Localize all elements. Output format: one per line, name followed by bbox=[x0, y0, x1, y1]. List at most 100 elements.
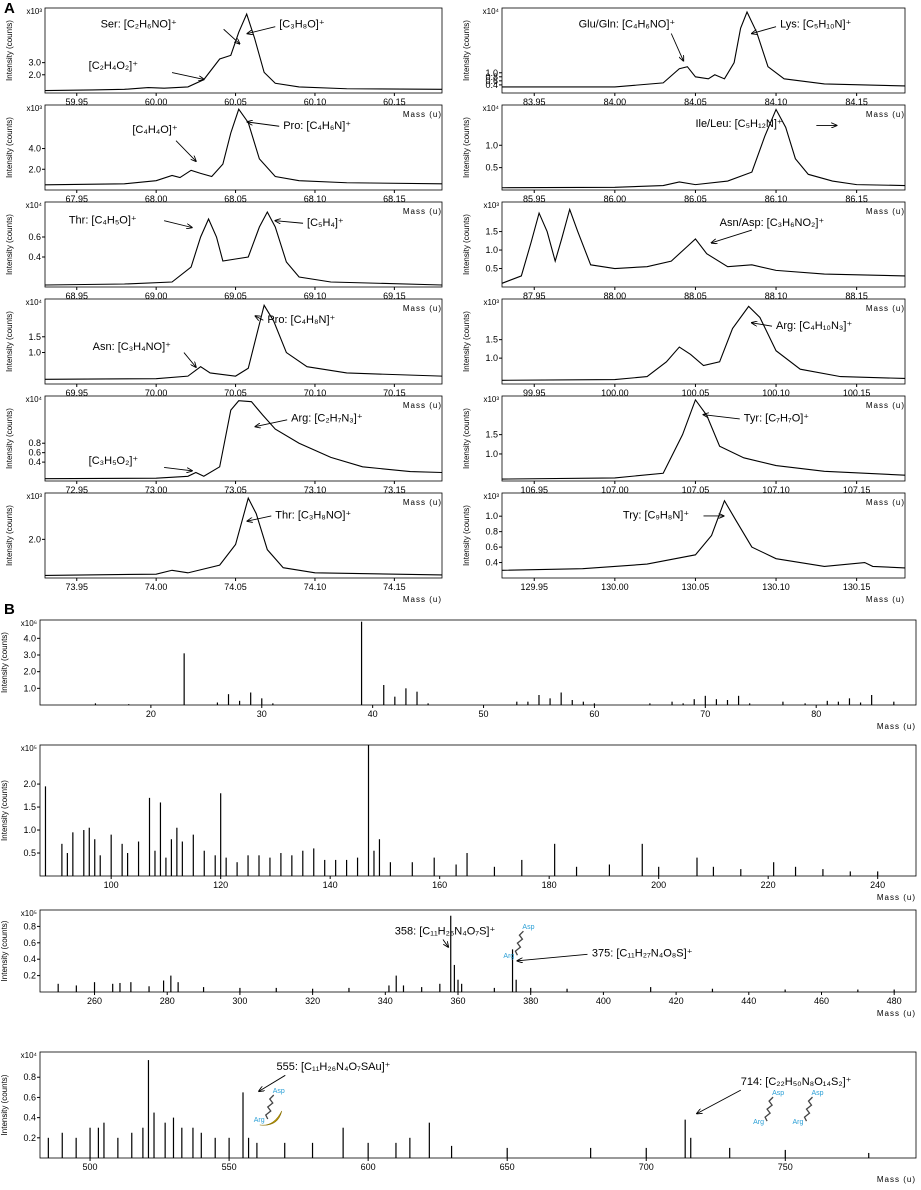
y-tick-label: 0.6 bbox=[28, 232, 41, 242]
x-tick-label: 400 bbox=[596, 996, 611, 1006]
x-tick-label: 68.00 bbox=[145, 194, 168, 204]
plot-frame bbox=[44, 395, 443, 482]
x-tick-label: 240 bbox=[870, 880, 885, 890]
x-tick-label: 87.95 bbox=[523, 291, 546, 301]
x-tick-label: 129.95 bbox=[520, 582, 548, 592]
y-tick-label: 0.2 bbox=[23, 1133, 36, 1143]
x-tick-label: 88.15 bbox=[845, 291, 868, 301]
y-multiplier: x10⁴ bbox=[21, 1051, 38, 1060]
annotation: Lys: [C₅H₁₀N]⁺ bbox=[780, 19, 851, 31]
spectrum-line bbox=[44, 12, 443, 92]
x-tick-label: 80 bbox=[811, 709, 821, 719]
annotation-arrow bbox=[171, 72, 204, 80]
annotation-arrow bbox=[255, 419, 288, 427]
x-tick-label: 120 bbox=[213, 880, 228, 890]
x-tick-label: 86.10 bbox=[765, 194, 788, 204]
annotation: Ile/Leu: [C₅H₁₂N]⁺ bbox=[695, 118, 782, 130]
spectrum-line bbox=[44, 107, 443, 186]
x-tick-label: 70.05 bbox=[224, 388, 247, 398]
y-axis-label: Intensity (counts) bbox=[462, 311, 471, 372]
y-axis-label: Intensity (counts) bbox=[0, 920, 9, 981]
y-tick-label: 1.0 bbox=[485, 353, 498, 363]
plot-frame bbox=[501, 104, 906, 191]
x-tick-label: 70 bbox=[700, 709, 710, 719]
x-tick-label: 83.95 bbox=[523, 97, 546, 107]
annotation-arrow bbox=[697, 1089, 742, 1113]
x-axis-label: Mass (u) bbox=[866, 595, 905, 604]
x-tick-label: 550 bbox=[222, 1162, 237, 1172]
annotation-arrow bbox=[183, 352, 196, 367]
x-tick-label: 69.15 bbox=[383, 291, 406, 301]
x-tick-label: 73.05 bbox=[224, 485, 247, 495]
y-multiplier: x10⁴ bbox=[483, 7, 500, 16]
x-tick-label: 140 bbox=[323, 880, 338, 890]
annotation: [C₃H₈O]⁺ bbox=[279, 19, 325, 31]
y-tick-label: 0.4 bbox=[23, 1113, 36, 1123]
x-tick-label: 300 bbox=[232, 996, 247, 1006]
x-tick-label: 107.05 bbox=[682, 485, 710, 495]
molecule bbox=[764, 1096, 774, 1122]
y-tick-label: 0.2 bbox=[23, 971, 36, 981]
x-tick-label: 73.15 bbox=[383, 485, 406, 495]
x-tick-label: 260 bbox=[87, 996, 102, 1006]
y-tick-label: 0.6 bbox=[485, 542, 498, 552]
spectrum-line bbox=[44, 303, 443, 380]
x-tick-label: 460 bbox=[814, 996, 829, 1006]
x-axis-label: Mass (u) bbox=[877, 893, 916, 902]
x-tick-label: 69.00 bbox=[145, 291, 168, 301]
x-tick-label: 60.05 bbox=[224, 97, 247, 107]
plot-frame bbox=[501, 7, 906, 94]
residue-label: Asp bbox=[772, 1090, 784, 1097]
y-axis-label: Intensity (counts) bbox=[5, 408, 14, 469]
x-tick-label: 60.15 bbox=[383, 97, 406, 107]
x-tick-label: 100.05 bbox=[682, 388, 710, 398]
plot-frame bbox=[44, 492, 443, 579]
x-tick-label: 750 bbox=[778, 1162, 793, 1172]
x-axis-label: Mass (u) bbox=[403, 304, 442, 313]
x-tick-label: 320 bbox=[305, 996, 320, 1006]
x-tick-label: 73.00 bbox=[145, 485, 168, 495]
x-tick-label: 180 bbox=[542, 880, 557, 890]
y-tick-label: 1.0 bbox=[23, 825, 36, 835]
annotation-arrow bbox=[259, 1074, 286, 1091]
x-tick-label: 73.95 bbox=[65, 582, 88, 592]
annotation-arrow bbox=[247, 515, 272, 521]
annotation: Try: [C₉H₈N]⁺ bbox=[623, 510, 689, 522]
x-tick-label: 74.00 bbox=[145, 582, 168, 592]
y-tick-label: 2.0 bbox=[28, 164, 41, 174]
y-tick-label: 1.5 bbox=[23, 802, 36, 812]
y-axis-label: Intensity (counts) bbox=[0, 1074, 9, 1135]
x-tick-label: 130.15 bbox=[843, 582, 871, 592]
x-tick-label: 100.00 bbox=[601, 388, 629, 398]
x-tick-label: 74.15 bbox=[383, 582, 406, 592]
plot-frame bbox=[39, 744, 917, 877]
y-multiplier: x10⁵ bbox=[21, 744, 37, 753]
y-axis-label: Intensity (counts) bbox=[462, 214, 471, 275]
annotation-arrow bbox=[163, 220, 192, 228]
x-tick-label: 84.00 bbox=[604, 97, 627, 107]
molecule bbox=[264, 1094, 275, 1120]
x-tick-label: 85.95 bbox=[523, 194, 546, 204]
y-multiplier: x10³ bbox=[26, 104, 42, 113]
x-tick-label: 84.15 bbox=[845, 97, 868, 107]
annotation: Thr: [C₃H₈NO]⁺ bbox=[275, 510, 351, 522]
x-tick-label: 59.95 bbox=[65, 97, 88, 107]
annotation: 714: [C₂₂H₅₀N₈O₁₄S₂]⁺ bbox=[741, 1076, 852, 1088]
y-tick-label: 0.8 bbox=[23, 1072, 36, 1082]
x-tick-label: 69.95 bbox=[65, 388, 88, 398]
plot-frame bbox=[39, 1051, 917, 1159]
x-tick-label: 500 bbox=[83, 1162, 98, 1172]
y-multiplier: x10³ bbox=[483, 492, 499, 501]
y-tick-label: 0.6 bbox=[485, 76, 498, 86]
x-tick-label: 68.05 bbox=[224, 194, 247, 204]
y-tick-label: 3.0 bbox=[23, 650, 36, 660]
residue-label: Asp bbox=[273, 1088, 285, 1095]
annotation: Arg: [C₂H₇N₃]⁺ bbox=[291, 413, 363, 425]
x-tick-label: 106.95 bbox=[520, 485, 548, 495]
plot-frame bbox=[501, 201, 906, 288]
y-axis-label: Intensity (counts) bbox=[462, 505, 471, 566]
x-tick-label: 67.95 bbox=[65, 194, 88, 204]
molecule bbox=[803, 1096, 813, 1122]
annotation: Asn/Asp: [C₃H₆NO₂]⁺ bbox=[720, 217, 825, 229]
